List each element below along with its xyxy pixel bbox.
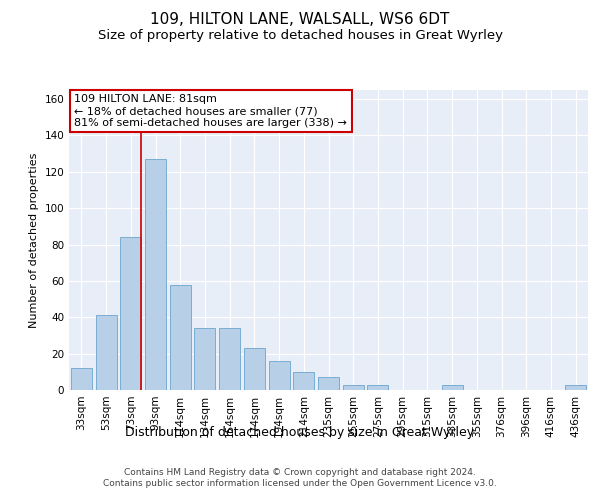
Bar — [565, 384, 586, 390]
Text: 109 HILTON LANE: 81sqm
← 18% of detached houses are smaller (77)
81% of semi-det: 109 HILTON LANE: 81sqm ← 18% of detached… — [74, 94, 347, 128]
Text: 109, HILTON LANE, WALSALL, WS6 6DT: 109, HILTON LANE, WALSALL, WS6 6DT — [151, 12, 449, 28]
Bar — [170, 284, 191, 390]
Bar — [293, 372, 314, 390]
Bar — [145, 159, 166, 390]
Text: Distribution of detached houses by size in Great Wyrley: Distribution of detached houses by size … — [125, 426, 475, 439]
Bar — [71, 368, 92, 390]
Bar — [343, 384, 364, 390]
Bar — [219, 328, 240, 390]
Bar — [194, 328, 215, 390]
Y-axis label: Number of detached properties: Number of detached properties — [29, 152, 39, 328]
Text: Contains HM Land Registry data © Crown copyright and database right 2024.
Contai: Contains HM Land Registry data © Crown c… — [103, 468, 497, 487]
Bar — [244, 348, 265, 390]
Bar — [318, 378, 339, 390]
Bar — [120, 238, 141, 390]
Bar — [442, 384, 463, 390]
Text: Size of property relative to detached houses in Great Wyrley: Size of property relative to detached ho… — [97, 29, 503, 42]
Bar — [367, 384, 388, 390]
Bar — [269, 361, 290, 390]
Bar — [95, 316, 116, 390]
